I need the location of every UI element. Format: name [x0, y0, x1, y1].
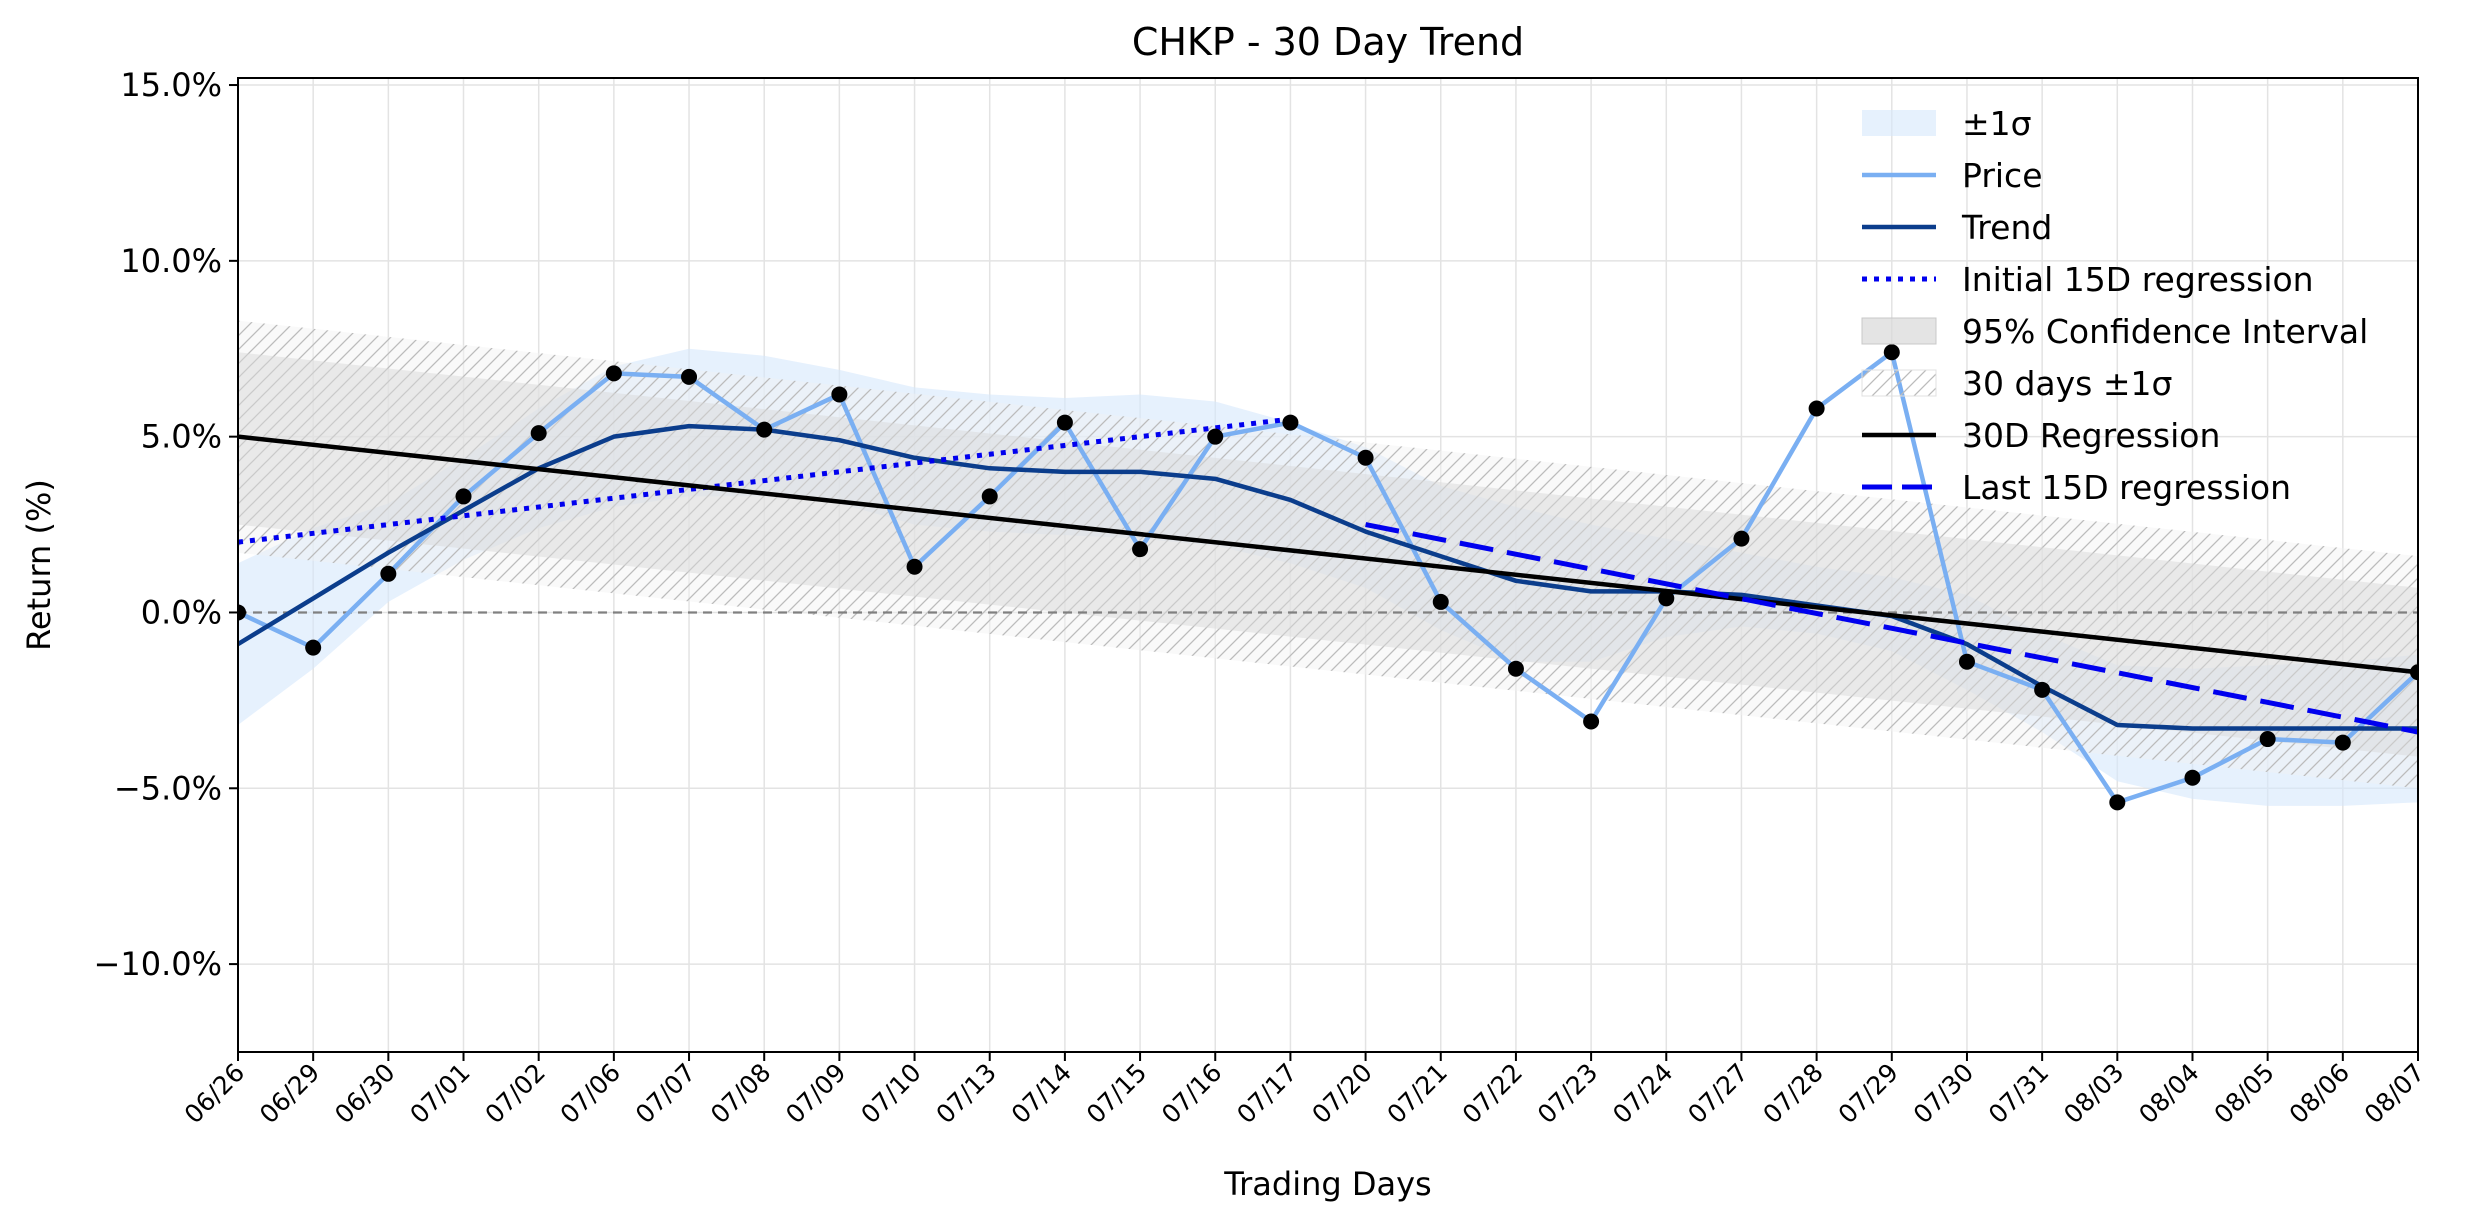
- price-point: [1883, 344, 1900, 361]
- price-point: [2410, 664, 2418, 681]
- price-point: [756, 421, 773, 438]
- legend: ±1σ Price Trend Initial 15D regression 95% C…: [1861, 104, 2368, 507]
- price-point: [1282, 414, 1299, 431]
- chart-title: CHKP - 30 Day Trend: [1132, 20, 1524, 64]
- price-point: [2034, 681, 2051, 698]
- price-point: [2334, 734, 2351, 751]
- x-axis-label: Trading Days: [1223, 1165, 1431, 1203]
- price-point: [1132, 541, 1149, 558]
- price-point: [1507, 660, 1524, 677]
- y-tick-label: 0.0%: [141, 593, 222, 631]
- price-point: [831, 386, 848, 403]
- legend-label: Last 15D regression: [1962, 468, 2291, 507]
- price-point: [1432, 593, 1449, 610]
- last-15d-regression-line: [1365, 522, 2418, 735]
- price-point: [1958, 653, 1975, 670]
- legend-label: 95% Confidence Interval: [1962, 312, 2368, 351]
- legend-swatch: [1861, 317, 1937, 345]
- legend-swatch: [1861, 369, 1937, 397]
- price-point: [1357, 449, 1374, 466]
- legend-label: Trend: [1961, 208, 2052, 247]
- y-tick-label: 15.0%: [120, 66, 222, 104]
- price-point: [906, 558, 923, 575]
- y-tick-label: −5.0%: [114, 769, 222, 807]
- price-point: [1808, 400, 1825, 417]
- trend-line: [238, 423, 2418, 731]
- price-point: [530, 425, 547, 442]
- plot-frame: [237, 77, 2419, 1053]
- y-axis-label: Return (%): [20, 479, 58, 651]
- price-point: [238, 604, 246, 621]
- price-point: [2109, 794, 2126, 811]
- initial-15d-regression-line: [238, 416, 1291, 545]
- y-tick-label: 5.0%: [141, 418, 222, 456]
- price-point: [605, 365, 622, 382]
- price-point: [380, 565, 397, 582]
- price-point: [1056, 414, 1073, 431]
- price-point: [455, 488, 472, 505]
- legend-label: Price: [1962, 156, 2043, 195]
- legend-swatch: [1862, 110, 1936, 136]
- legend-label: 30D Regression: [1962, 416, 2220, 455]
- price-point: [1583, 713, 1600, 730]
- y-tick-label: −10.0%: [94, 945, 222, 983]
- price-point: [2184, 769, 2201, 786]
- price-point: [981, 488, 998, 505]
- regression-30d-line: [238, 434, 2418, 675]
- price-point: [2259, 731, 2276, 748]
- y-tick-label: 10.0%: [120, 242, 222, 280]
- price-point: [1207, 428, 1224, 445]
- legend-label: 30 days ±1σ: [1962, 364, 2172, 403]
- price-point: [305, 639, 322, 656]
- price-point: [1658, 590, 1675, 607]
- legend-label: ±1σ: [1962, 104, 2032, 143]
- price-point: [1733, 530, 1750, 547]
- price-point: [681, 368, 698, 385]
- price-line: [238, 350, 2418, 805]
- legend-label: Initial 15D regression: [1962, 260, 2314, 299]
